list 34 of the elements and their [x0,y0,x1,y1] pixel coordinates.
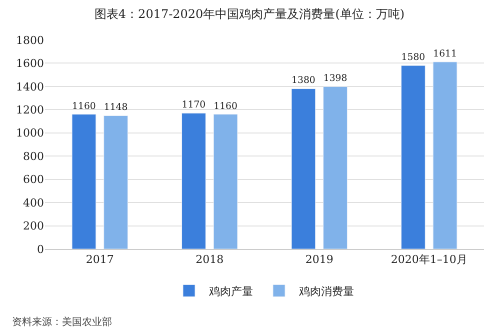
x-tick-label: 2019 [305,253,334,266]
bar [401,65,426,249]
bar [72,114,96,249]
legend-label: 鸡肉产量 [208,284,253,298]
x-tick-label: 2017 [86,253,114,266]
y-tick-label: 1800 [16,34,44,47]
chart-title: 图表4：2017-2020年中国鸡肉产量及消费量(单位：万吨) [94,7,405,22]
y-tick-label: 400 [23,196,44,210]
y-tick-label: 1400 [16,80,44,94]
y-tick-label: 0 [37,242,44,256]
bar [291,88,316,249]
data-label: 1148 [104,102,128,114]
data-label: 1170 [182,100,206,111]
bar [104,115,128,249]
text: 资料来源：美国农业部 [12,316,112,327]
y-tick-label: 1200 [16,104,44,117]
bar [323,86,348,249]
legend-label: 鸡肉消费量 [298,284,354,298]
data-label: 1398 [323,73,348,84]
bar [182,112,206,249]
y-tick-label: 800 [23,150,44,163]
data-label: 1380 [292,75,316,86]
data-label: 1580 [401,52,426,63]
bar [432,62,458,249]
x-tick-label: 2018 [196,253,224,266]
x-tick-label: 2020年1–10月 [390,253,468,266]
y-tick-label: 1000 [16,126,44,140]
data-label: 1611 [433,48,457,60]
y-tick-label: 600 [23,173,44,186]
y-tick-label: 1600 [16,57,44,70]
data-label: 1160 [72,100,96,112]
data-label: 1160 [214,100,238,112]
bar [213,114,238,249]
y-tick-label: 200 [23,220,44,233]
